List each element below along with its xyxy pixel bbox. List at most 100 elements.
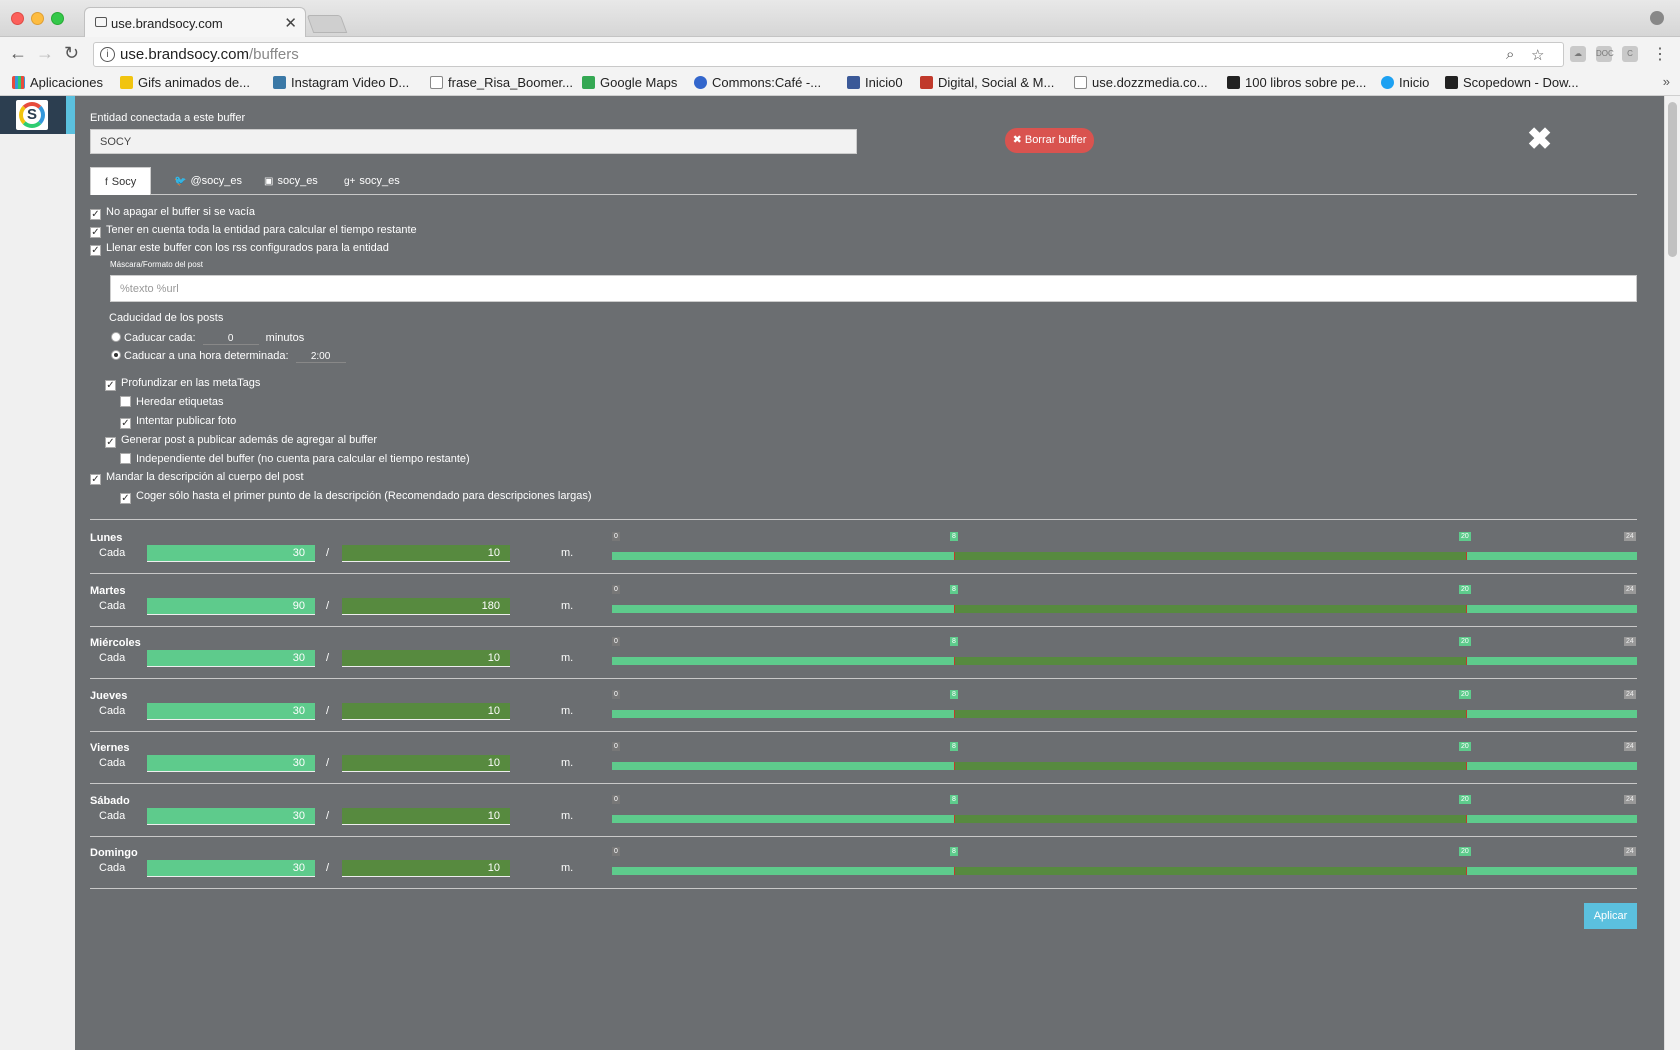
secondary-interval-field[interactable]: 10	[342, 545, 510, 562]
interval-field[interactable]: 90	[147, 597, 315, 615]
bookmark-libros[interactable]: 100 libros sobre pe...	[1227, 75, 1366, 90]
slider-handle-start[interactable]	[954, 867, 955, 875]
checkbox[interactable]	[120, 396, 131, 407]
slider-handle-start[interactable]	[954, 604, 955, 613]
delete-buffer-button[interactable]: ✖ Borrar buffer	[1005, 128, 1094, 153]
bookmark-commons[interactable]: Commons:Café -...	[694, 75, 821, 90]
option-intentar[interactable]: ✓ Intentar publicar foto	[120, 415, 237, 429]
tab-facebook[interactable]: f Socy	[90, 167, 152, 195]
close-window-button[interactable]	[11, 12, 24, 25]
checkbox[interactable]: ✓	[90, 245, 101, 256]
secondary-interval-field[interactable]: 10	[342, 860, 510, 877]
app-logo[interactable]: S	[0, 96, 66, 134]
checkbox[interactable]: ✓	[90, 474, 101, 485]
slider-handle-end[interactable]	[1466, 657, 1467, 665]
bookmarks-more-icon[interactable]: »	[1662, 74, 1670, 89]
schedule-slider[interactable]	[612, 814, 1637, 823]
schedule-slider[interactable]	[612, 657, 1637, 665]
bookmark-inicio[interactable]: Inicio	[1381, 75, 1429, 90]
interval-field[interactable]: 30	[147, 755, 315, 772]
slider-handle-end[interactable]	[1466, 867, 1467, 875]
bookmark-digital[interactable]: Digital, Social & M...	[920, 75, 1054, 90]
schedule-slider[interactable]	[612, 867, 1637, 875]
schedule-slider[interactable]	[612, 709, 1637, 718]
interval-field[interactable]: 30	[147, 807, 315, 825]
secondary-interval-field[interactable]: 180	[342, 597, 510, 615]
forward-icon[interactable]: →	[36, 43, 54, 63]
option-heredar[interactable]: Heredar etiquetas	[120, 396, 223, 408]
checkbox[interactable]: ✓	[120, 418, 131, 429]
secondary-interval-field[interactable]: 10	[342, 755, 510, 772]
secondary-interval-field[interactable]: 10	[342, 702, 510, 720]
secondary-interval-field[interactable]: 10	[342, 650, 510, 667]
option-profundizar[interactable]: ✓ Profundizar en las metaTags	[105, 377, 261, 391]
slider-handle-start[interactable]	[954, 814, 955, 823]
profile-icon[interactable]	[1650, 11, 1664, 25]
option-independiente[interactable]: Independiente del buffer (no cuenta para…	[120, 453, 470, 465]
option-llenar[interactable]: ✓ Llenar este buffer con los rss configur…	[90, 242, 389, 256]
radio-selected[interactable]	[111, 350, 121, 360]
tab-twitter[interactable]: 🐦 @socy_es	[174, 175, 242, 187]
caducar-cada-field[interactable]: 0	[202, 333, 259, 345]
browser-tab[interactable]: use.brandsocy.com ✕	[84, 7, 306, 38]
option-tener-cuenta[interactable]: ✓ Tener en cuenta toda la entidad para ca…	[90, 224, 417, 238]
schedule-slider[interactable]	[612, 552, 1637, 560]
bookmark-instagram[interactable]: Instagram Video D...	[273, 75, 409, 90]
slider-handle-end[interactable]	[1466, 762, 1467, 770]
caducar-hora-field[interactable]: 2:00	[295, 351, 346, 363]
slider-handle-start[interactable]	[954, 657, 955, 665]
schedule-slider[interactable]	[612, 762, 1637, 770]
bookmark-inicio0[interactable]: Inicio0	[847, 75, 903, 90]
bookmark-star-icon[interactable]: ☆	[1531, 47, 1545, 64]
minimize-window-button[interactable]	[31, 12, 44, 25]
browser-menu-icon[interactable]: ⋮	[1652, 46, 1668, 63]
slider-handle-start[interactable]	[954, 552, 955, 560]
option-coger[interactable]: ✓ Coger sólo hasta el primer punto de la …	[120, 490, 592, 504]
tab-google-plus[interactable]: g+ socy_es	[344, 175, 400, 187]
slider-handle-start[interactable]	[954, 709, 955, 718]
bookmark-dozzmedia[interactable]: use.dozzmedia.co...	[1074, 75, 1208, 90]
entity-field[interactable]: SOCY	[90, 129, 857, 154]
new-tab-button[interactable]	[306, 15, 348, 33]
apply-button[interactable]: Aplicar	[1584, 903, 1637, 929]
interval-field[interactable]: 30	[147, 545, 315, 562]
address-bar[interactable]: i use.brandsocy.com/buffers ⌕ ☆	[93, 42, 1564, 67]
extension-doc-icon[interactable]: DOC	[1596, 46, 1614, 62]
slider-handle-end[interactable]	[1466, 709, 1467, 718]
checkbox[interactable]: ✓	[90, 209, 101, 220]
zoom-icon[interactable]: ⌕	[1506, 46, 1515, 63]
interval-field[interactable]: 30	[147, 860, 315, 877]
option-no-apagar[interactable]: ✓ No apagar el buffer si se vacía	[90, 206, 255, 220]
bookmark-frase[interactable]: frase_Risa_Boomer...	[430, 75, 573, 90]
back-icon[interactable]: ←	[9, 43, 27, 63]
mask-input[interactable]: %texto %url	[110, 275, 1637, 302]
checkbox[interactable]: ✓	[105, 437, 116, 448]
maximize-window-button[interactable]	[51, 12, 64, 25]
page-scrollbar[interactable]	[1664, 96, 1680, 1050]
tab-youtube[interactable]: ▣ socy_es	[264, 175, 318, 187]
reload-icon[interactable]: ↻	[64, 43, 80, 63]
secondary-interval-field[interactable]: 10	[342, 807, 510, 825]
interval-field[interactable]: 30	[147, 650, 315, 667]
info-icon[interactable]: i	[100, 47, 115, 62]
scroll-thumb[interactable]	[1668, 102, 1677, 257]
bookmark-maps[interactable]: Google Maps	[582, 75, 677, 90]
option-caducar-hora[interactable]: Caducar a una hora determinada: 2:00	[111, 350, 346, 363]
slider-handle-end[interactable]	[1466, 814, 1467, 823]
slider-handle-end[interactable]	[1466, 604, 1467, 613]
slider-handle-end[interactable]	[1466, 552, 1467, 560]
checkbox[interactable]: ✓	[120, 493, 131, 504]
bookmark-scopedown[interactable]: Scopedown - Dow...	[1445, 75, 1579, 90]
checkbox[interactable]: ✓	[105, 380, 116, 391]
option-mandar[interactable]: ✓ Mandar la descripción al cuerpo del pos…	[90, 471, 304, 485]
option-generar[interactable]: ✓ Generar post a publicar además de agreg…	[105, 434, 378, 448]
close-tab-icon[interactable]: ✕	[284, 15, 297, 32]
option-caducar-cada[interactable]: Caducar cada: 0 minutos	[111, 332, 304, 345]
close-icon[interactable]: ✖	[1527, 123, 1553, 156]
schedule-slider[interactable]	[612, 604, 1637, 613]
radio[interactable]	[111, 332, 121, 342]
bookmark-apps[interactable]: Aplicaciones	[12, 75, 103, 90]
checkbox[interactable]	[120, 453, 131, 464]
bookmark-gifs[interactable]: Gifs animados de...	[120, 75, 250, 90]
slider-handle-start[interactable]	[954, 762, 955, 770]
